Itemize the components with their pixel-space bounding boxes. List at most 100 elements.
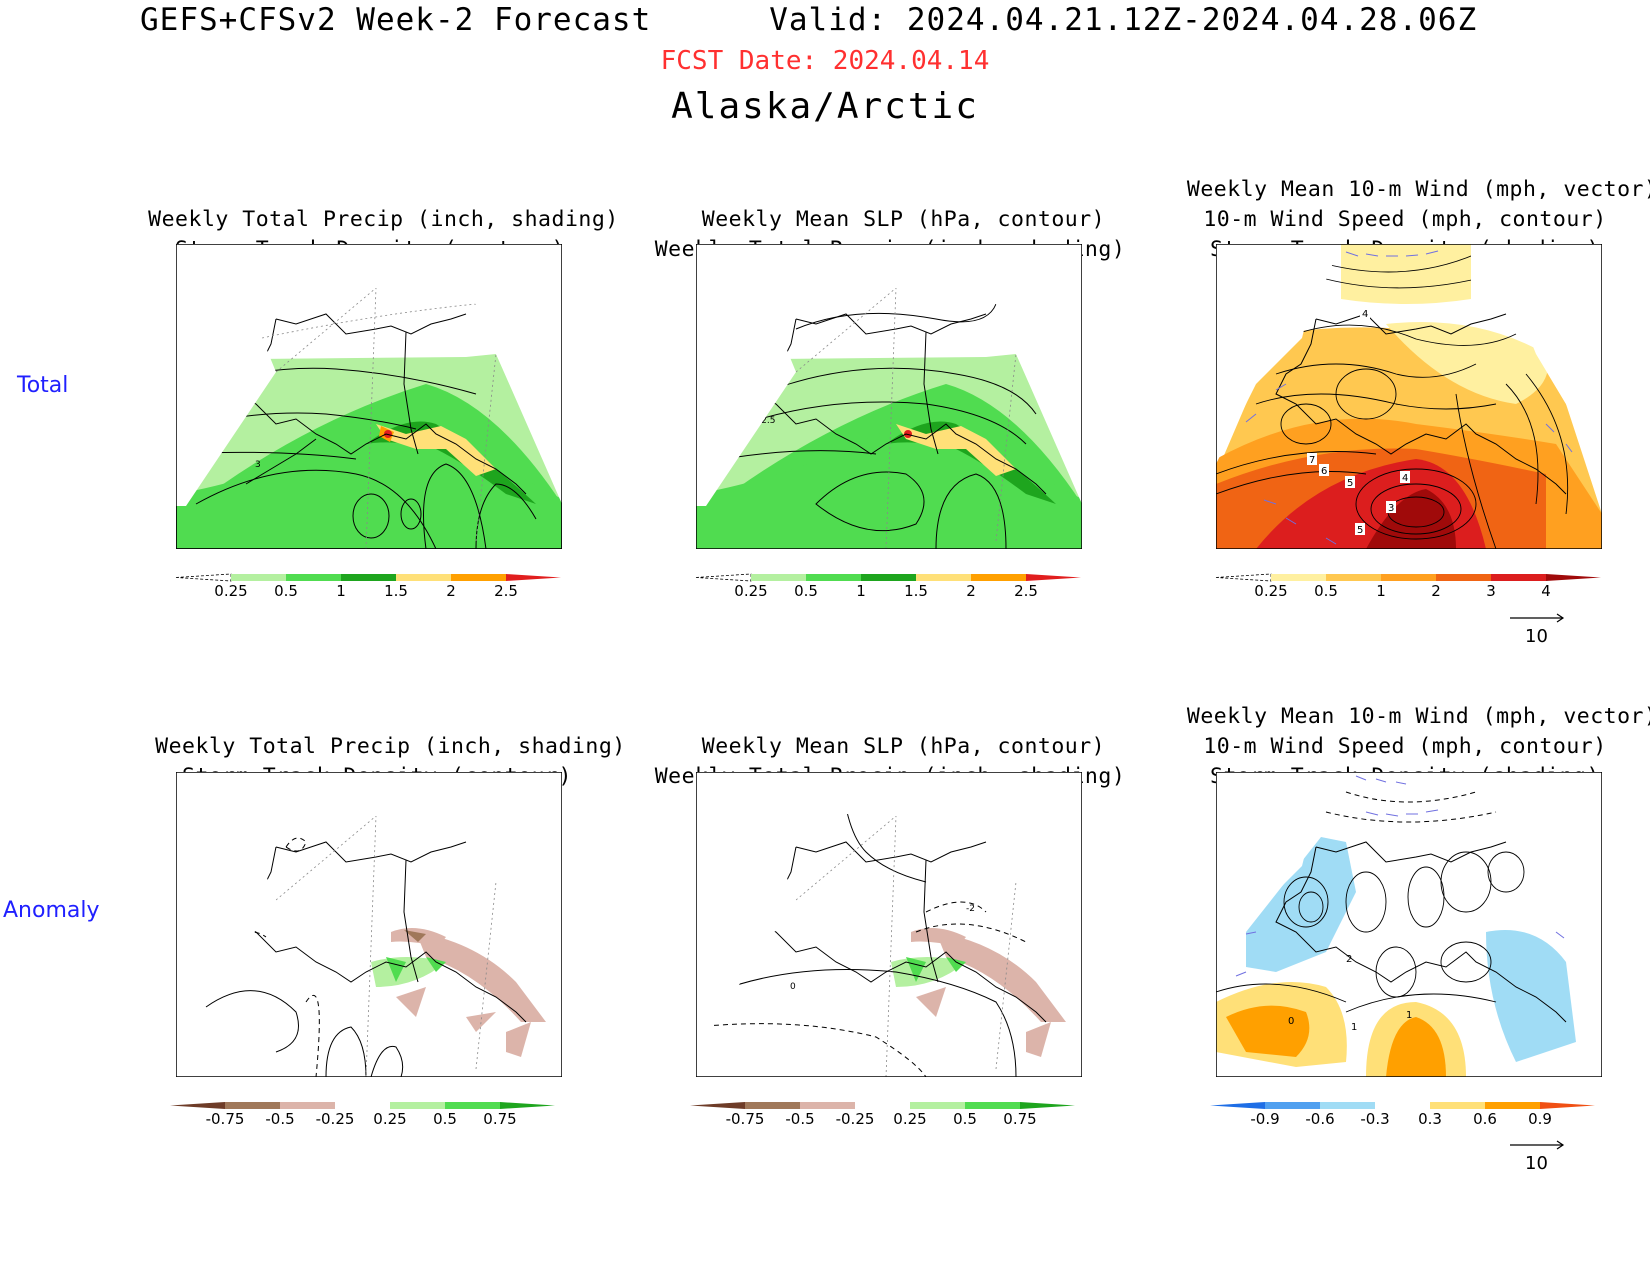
- svg-text:7: 7: [1309, 455, 1315, 466]
- colorbar-swatch: [1491, 574, 1546, 581]
- map-mask: [696, 772, 1082, 1034]
- contour-label: 0: [790, 982, 796, 992]
- coastline: [235, 841, 527, 1023]
- map-anom-slp: 0 -2: [696, 772, 1082, 1077]
- colorbar-tick-label: 1: [336, 582, 346, 600]
- graticule: [795, 815, 1017, 1077]
- colorbar-swatch: [916, 574, 971, 581]
- colorbar-swatch: [506, 574, 561, 581]
- colorbar-tick-label: 0.5: [1314, 582, 1338, 600]
- svg-text:5: 5: [1347, 478, 1353, 489]
- colorbar-swatch: [280, 1102, 335, 1109]
- colorbar-tick-label: -0.5: [785, 1110, 814, 1128]
- colorbar-tick-label: 2.5: [1014, 582, 1038, 600]
- colorbar-swatch: [855, 1102, 910, 1109]
- svg-text:5: 5: [1357, 525, 1363, 536]
- map-mask: [176, 772, 562, 1034]
- svg-text:10: 10: [1525, 1153, 1548, 1173]
- colorbar-tick-label: 0.25: [734, 582, 767, 600]
- contour-label: -2: [966, 904, 975, 914]
- coastline: [755, 841, 1047, 1023]
- colorbar-swatch: [1215, 573, 1272, 582]
- map-total-precip: 3: [176, 244, 562, 549]
- colorbar-tick-label: -0.75: [206, 1110, 245, 1128]
- colorbar-swatch: [451, 574, 506, 581]
- svg-text:3: 3: [1388, 503, 1394, 514]
- colorbar-swatch: [695, 573, 752, 582]
- colorbar-swatch: [1326, 574, 1381, 581]
- colorbar-tick-label: 0.25: [373, 1110, 406, 1128]
- colorbar-swatch: [861, 574, 916, 581]
- map-anom-precip: [176, 772, 562, 1077]
- colorbar-tick-label: 1: [1376, 582, 1386, 600]
- colorbar-swatch: [341, 574, 396, 581]
- svg-text:4: 4: [1402, 473, 1408, 484]
- colorbar-swatch: [910, 1102, 965, 1109]
- colorbar-tick-label: -0.25: [836, 1110, 875, 1128]
- region-title: Alaska/Arctic: [671, 86, 979, 127]
- colorbar-swatch: [1546, 574, 1601, 581]
- svg-text:2: 2: [1346, 954, 1352, 965]
- map-mask: [1216, 244, 1602, 484]
- colorbar-swatch: [965, 1102, 1020, 1109]
- colorbar-swatch: [800, 1102, 855, 1109]
- colorbar-swatch: [500, 1102, 555, 1109]
- coastline: [1275, 841, 1567, 1023]
- colorbar-tick-label: 0.5: [794, 582, 818, 600]
- colorbar-swatch: [396, 574, 451, 581]
- colorbar-tick-label: -0.5: [265, 1110, 294, 1128]
- colorbar-swatch: [1265, 1102, 1320, 1109]
- colorbar-tick-label: -0.6: [1305, 1110, 1334, 1128]
- colorbar-tick-label: -0.3: [1360, 1110, 1389, 1128]
- colorbar-tick-label: 0.5: [274, 582, 298, 600]
- map-total-wind: 4 7 6 5 4 3 5: [1216, 244, 1602, 549]
- colorbar-tick-label: 0.5: [433, 1110, 457, 1128]
- colorbar-swatch: [175, 573, 232, 582]
- colorbar-swatch: [1210, 1102, 1265, 1109]
- row-label-anomaly: Anomaly: [3, 898, 100, 923]
- colorbar-swatch: [1381, 574, 1436, 581]
- colorbar-total-precip: 0.25 0.5 1 1.5 2 2.5: [175, 573, 561, 600]
- svg-text:4: 4: [1362, 309, 1368, 320]
- colorbar-swatch: [1271, 574, 1326, 581]
- colorbar-swatch: [745, 1102, 800, 1109]
- graticule: [275, 815, 497, 1077]
- colorbar-tick-label: 2: [966, 582, 976, 600]
- colorbar-swatch: [231, 574, 286, 581]
- colorbar-swatch: [390, 1102, 445, 1109]
- colorbar-swatch: [1320, 1102, 1375, 1109]
- colorbar-anom-precip: -0.75 -0.5 -0.25 0.25 0.5 0.75: [170, 1102, 555, 1128]
- colorbar-tick-label: 2: [1431, 582, 1441, 600]
- coastline: [1275, 313, 1567, 495]
- svg-text:0: 0: [1288, 1016, 1294, 1027]
- map-mask: [1216, 772, 1602, 1012]
- colorbar-swatch: [1375, 1102, 1430, 1109]
- colorbar-swatch: [1020, 1102, 1075, 1109]
- colorbar-tick-label: 0.5: [953, 1110, 977, 1128]
- colorbar-tick-label: 1.5: [384, 582, 408, 600]
- colorbar-tick-label: 0.25: [893, 1110, 926, 1128]
- colorbar-anom-slp: -0.75 -0.5 -0.25 0.25 0.5 0.75: [690, 1102, 1075, 1128]
- colorbar-tick-label: 0.25: [214, 582, 247, 600]
- map-mask: [176, 244, 562, 506]
- svg-text:10: 10: [1525, 626, 1548, 646]
- colorbar-tick-label: 0.75: [483, 1110, 516, 1128]
- graticule: [261, 287, 497, 549]
- svg-text:1: 1: [1351, 1022, 1357, 1033]
- colorbar-swatch: [1540, 1102, 1595, 1109]
- colorbar-swatch: [690, 1102, 745, 1109]
- colorbar-tick-label: 0.75: [1003, 1110, 1036, 1128]
- colorbar-tick-label: 2.5: [494, 582, 518, 600]
- colorbar-tick-label: 4: [1541, 582, 1551, 600]
- main-title: GEFS+CFSv2 Week-2 Forecast Valid: 2024.0…: [140, 2, 1478, 38]
- colorbar-swatch: [225, 1102, 280, 1109]
- map-mask: [696, 244, 1082, 506]
- storm-track-anom-contours: [205, 990, 404, 1077]
- forecast-date: FCST Date: 2024.04.14: [660, 46, 990, 76]
- map-anom-wind: 0 1 2 1: [1216, 772, 1602, 1077]
- colorbar-tick-label: -0.75: [726, 1110, 765, 1128]
- colorbar-swatch: [971, 574, 1026, 581]
- row-label-total: Total: [17, 373, 69, 398]
- vector-reference-total: 10: [1510, 613, 1565, 646]
- map-total-slp: 1015 1012.5: [696, 244, 1082, 549]
